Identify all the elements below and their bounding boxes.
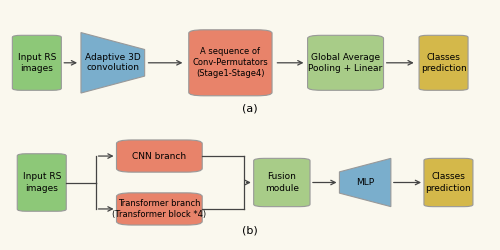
FancyBboxPatch shape	[189, 30, 272, 96]
Text: MLP: MLP	[356, 178, 374, 187]
Text: Adaptive 3D
convolution: Adaptive 3D convolution	[85, 53, 140, 72]
FancyBboxPatch shape	[308, 35, 384, 90]
FancyBboxPatch shape	[116, 193, 202, 225]
FancyBboxPatch shape	[419, 35, 468, 90]
FancyBboxPatch shape	[116, 140, 202, 172]
FancyBboxPatch shape	[424, 158, 473, 207]
Text: Transformer branch
(Transformer block *4): Transformer branch (Transformer block *4…	[112, 199, 206, 219]
Text: Input RS
images: Input RS images	[18, 53, 56, 73]
Text: Global Average
Pooling + Linear: Global Average Pooling + Linear	[308, 53, 382, 73]
Text: (b): (b)	[242, 226, 258, 235]
FancyBboxPatch shape	[17, 154, 66, 211]
Text: (a): (a)	[242, 104, 258, 114]
Text: Input RS
images: Input RS images	[22, 172, 61, 193]
Text: Fusion
module: Fusion module	[265, 172, 299, 193]
Polygon shape	[81, 32, 144, 93]
Text: CNN branch: CNN branch	[132, 152, 186, 160]
Polygon shape	[340, 158, 391, 207]
Text: A sequence of
Conv-Permutators
(Stage1-Stage4): A sequence of Conv-Permutators (Stage1-S…	[192, 47, 268, 78]
Text: Classes
prediction: Classes prediction	[426, 172, 472, 193]
FancyBboxPatch shape	[12, 35, 62, 90]
FancyBboxPatch shape	[254, 158, 310, 207]
Text: Classes
prediction: Classes prediction	[420, 53, 467, 73]
